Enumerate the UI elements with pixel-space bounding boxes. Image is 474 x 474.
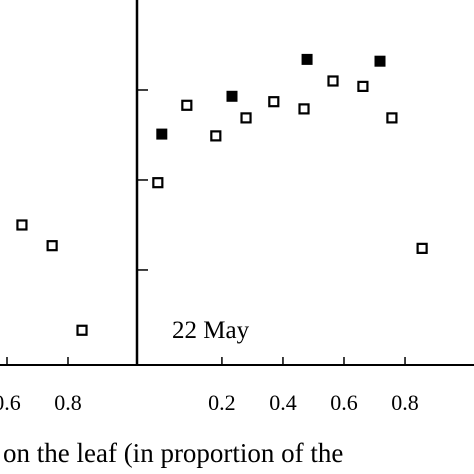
- x-tick-label: 0.2: [208, 390, 236, 415]
- annotation: 22 May: [172, 317, 250, 344]
- data-point: [327, 75, 339, 87]
- data-point: [156, 128, 168, 140]
- data-point: [374, 55, 386, 67]
- x-tick-label: 0.8: [54, 390, 82, 415]
- data-point: [152, 177, 164, 189]
- data-point: [16, 219, 28, 231]
- data-point: [301, 53, 313, 65]
- data-point: [76, 324, 88, 336]
- data-point: [181, 99, 193, 111]
- x-axis-label: on the leaf (in proportion of the: [3, 438, 343, 468]
- x-tick-label: 0.4: [269, 390, 297, 415]
- x-tick-label: 0.8: [391, 390, 419, 415]
- data-point: [298, 103, 310, 115]
- data-point: [240, 112, 252, 124]
- data-point: [416, 242, 428, 254]
- x-tick-label: 0.6: [0, 390, 21, 415]
- data-point: [357, 80, 369, 92]
- data-point: [210, 130, 222, 142]
- data-point: [268, 96, 280, 108]
- data-point: [46, 240, 58, 252]
- x-tick-label: 0.6: [330, 390, 358, 415]
- data-point: [226, 90, 238, 102]
- data-point: [386, 112, 398, 124]
